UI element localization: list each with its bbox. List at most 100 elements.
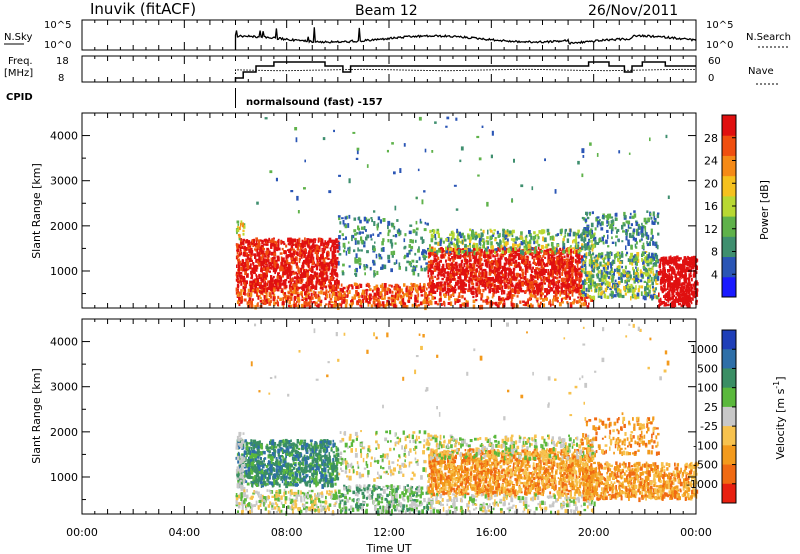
power-cell <box>680 270 684 273</box>
power-cell <box>477 259 480 265</box>
power-cell <box>237 281 240 284</box>
power-cell <box>359 219 362 224</box>
power-cell <box>493 229 496 232</box>
power-cell <box>341 233 344 237</box>
power-cell <box>679 264 683 267</box>
power-cell <box>572 239 576 242</box>
power-cell <box>277 247 281 251</box>
power-cell <box>359 265 361 269</box>
power-cell <box>439 286 442 292</box>
power-cell <box>523 239 526 245</box>
power-cell <box>450 286 454 291</box>
power-cell <box>517 255 521 260</box>
power-cell <box>431 264 434 268</box>
power-cell <box>360 304 363 308</box>
power-cell <box>652 270 654 274</box>
power-cell <box>596 275 600 279</box>
power-cell <box>555 260 558 265</box>
power-cell <box>517 291 519 295</box>
power-cell <box>319 287 323 290</box>
power-cell <box>672 268 675 271</box>
power-cell <box>367 303 370 307</box>
power-cell <box>598 290 600 294</box>
power-cell <box>511 234 514 238</box>
power-cell <box>309 238 312 243</box>
power-cell <box>589 232 592 236</box>
power-cell <box>498 243 502 249</box>
power-cell <box>257 239 261 244</box>
power-cell <box>293 276 297 280</box>
power-cell <box>453 263 457 266</box>
power-cell <box>459 234 463 239</box>
power-cell <box>564 273 567 277</box>
power-cell <box>591 256 593 261</box>
power-cell <box>287 254 291 257</box>
power-cell <box>236 265 238 268</box>
power-cell <box>434 241 438 245</box>
power-cell <box>379 254 382 257</box>
power-cell <box>270 282 273 288</box>
power-cell <box>633 257 636 261</box>
power-cell <box>477 174 480 177</box>
power-cell <box>606 251 609 256</box>
power-cell <box>658 292 660 297</box>
power-cell <box>660 271 663 274</box>
power-cell <box>618 265 621 270</box>
power-cell <box>305 292 308 295</box>
power-cell <box>528 239 532 245</box>
power-cell <box>308 296 312 300</box>
power-cell <box>691 261 693 265</box>
power-cell <box>501 250 505 254</box>
power-cell <box>262 302 265 305</box>
power-cell <box>490 283 493 288</box>
power-cell <box>525 234 528 239</box>
power-cell <box>469 244 472 249</box>
power-cell <box>379 291 383 294</box>
power-cell <box>592 259 595 265</box>
power-cell <box>637 231 640 236</box>
power-cell <box>569 228 572 233</box>
power-cell <box>547 289 550 295</box>
power-cell <box>617 276 621 280</box>
power-cell <box>520 236 522 240</box>
power-cell <box>516 295 519 298</box>
power-cell <box>505 279 508 284</box>
power-cell <box>520 241 524 246</box>
power-cell <box>311 253 314 258</box>
power-cell <box>551 235 554 241</box>
power-cell <box>479 250 482 254</box>
power-cell <box>534 294 537 299</box>
power-cell <box>607 261 610 266</box>
power-cell <box>281 257 284 263</box>
nsky-panel: N.Sky 10^5 10^0 10^5 10^0 N.Search <box>4 19 791 51</box>
power-cell <box>588 289 590 293</box>
power-cell <box>567 283 571 287</box>
power-cell <box>570 260 573 266</box>
power-cell <box>537 267 541 271</box>
power-cell <box>552 279 555 284</box>
power-cell <box>472 255 475 258</box>
power-cell <box>642 272 646 275</box>
power-cell <box>510 238 513 241</box>
power-cell <box>566 232 569 237</box>
power-cell <box>250 252 253 255</box>
power-cell <box>292 291 295 294</box>
power-cell <box>404 293 407 296</box>
power-cell <box>319 262 322 266</box>
power-cell <box>377 234 380 237</box>
power-cell <box>479 260 482 266</box>
power-cell <box>531 287 535 291</box>
power-cell <box>327 262 330 267</box>
power-cell <box>577 289 580 293</box>
power-cell <box>494 248 498 252</box>
power-cell <box>266 263 268 268</box>
power-cell <box>549 284 551 288</box>
power-cell <box>561 277 565 283</box>
power-cell <box>493 266 496 270</box>
power-cell <box>519 266 522 271</box>
power-cell <box>537 290 539 296</box>
power-cell <box>641 257 643 262</box>
power-cell <box>485 253 488 259</box>
power-cell <box>458 292 461 297</box>
power-cell <box>414 294 417 300</box>
